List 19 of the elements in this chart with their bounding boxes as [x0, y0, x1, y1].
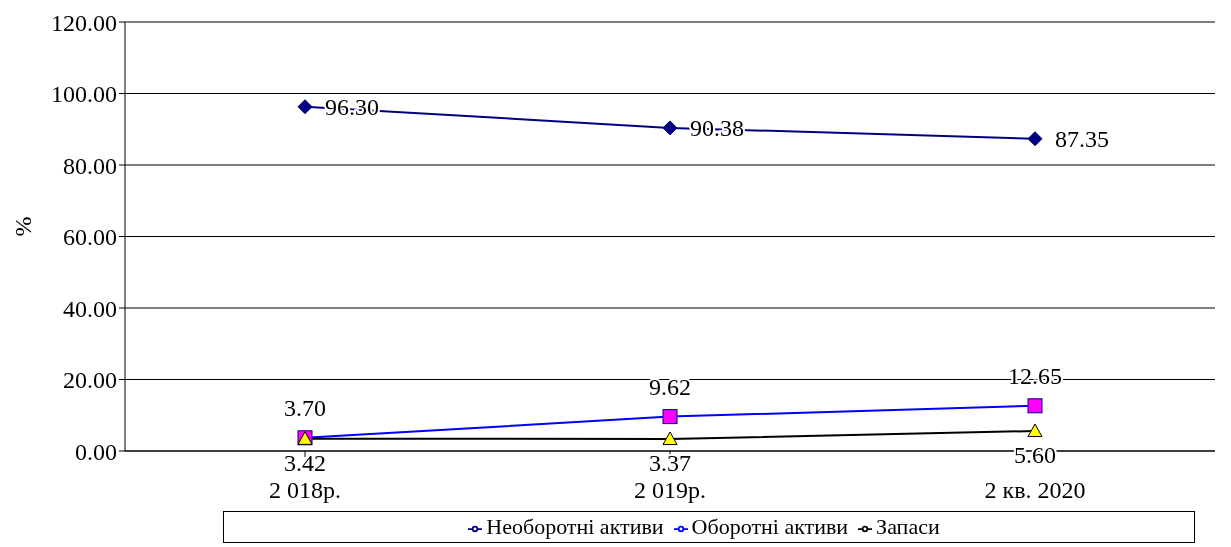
data-label: 87.35: [1055, 125, 1109, 152]
y-tick-label: 100.00: [51, 81, 117, 108]
x-tick-label: 2 018р.: [269, 477, 341, 504]
y-tick-label: 120.00: [51, 9, 117, 36]
y-tick-label: 40.00: [63, 295, 117, 322]
data-label: 3.70: [284, 394, 326, 421]
data-label: 3.37: [649, 449, 691, 476]
legend-label: Оборотні активи: [691, 514, 849, 539]
legend-label: Необоротні активи: [486, 514, 664, 539]
y-tick-label: 20.00: [63, 367, 117, 394]
y-axis-title: %: [9, 216, 36, 237]
y-tick-label: 60.00: [63, 224, 117, 251]
x-tick-label: 2 кв. 2020: [984, 477, 1086, 504]
legend-label: Запаси: [876, 514, 940, 539]
y-tick-label: 80.00: [63, 152, 117, 179]
data-label: 3.42: [284, 449, 326, 476]
data-label: 9.62: [649, 373, 691, 400]
x-tick-label: 2 019р.: [634, 477, 706, 504]
y-tick-label: 0.00: [75, 438, 117, 465]
